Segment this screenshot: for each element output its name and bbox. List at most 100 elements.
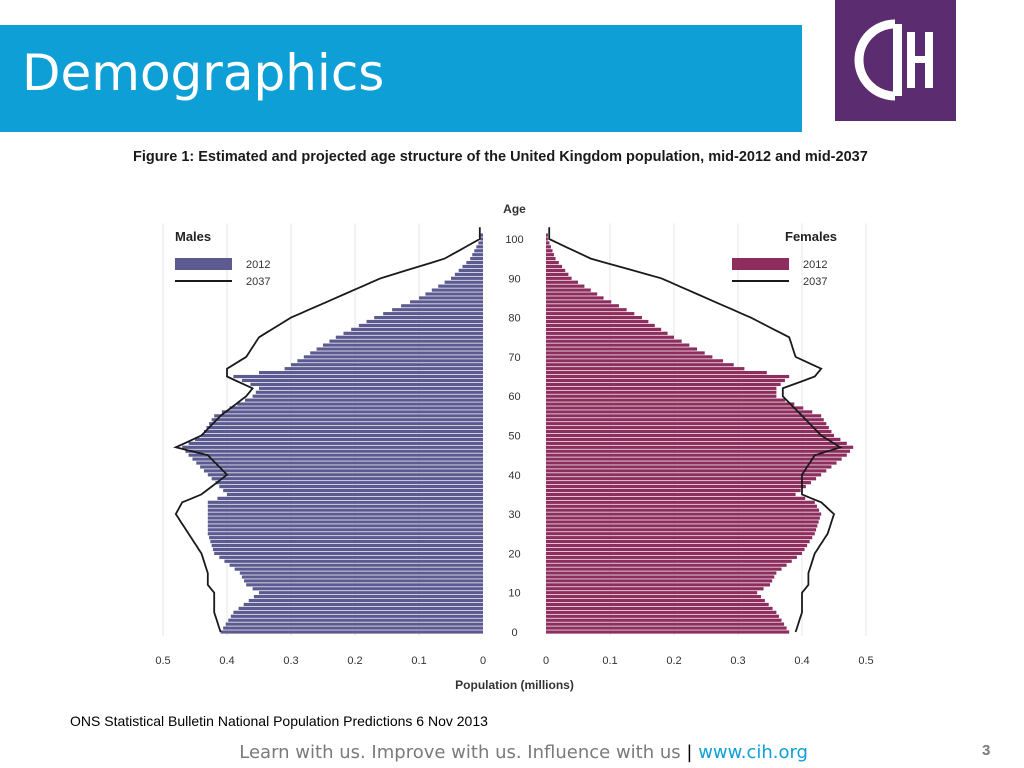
female-bar [546, 245, 551, 249]
male-bar [207, 528, 484, 532]
legend-label: 2012 [803, 259, 827, 271]
female-bar [546, 496, 806, 500]
male-bar [233, 374, 483, 379]
source-note: ONS Statistical Bulletin National Popula… [70, 713, 488, 729]
legend-label: 2037 [803, 276, 827, 288]
male-bar [480, 237, 483, 241]
male-bar [259, 386, 483, 390]
male-bar [228, 618, 483, 622]
female-bar [546, 327, 662, 332]
female-bar [546, 355, 713, 359]
age-tick-label: 40 [508, 470, 520, 482]
male-bar [241, 378, 483, 383]
female-bar [546, 591, 758, 595]
male-bar [472, 253, 483, 257]
female-bar [546, 618, 782, 622]
female-bar [546, 308, 627, 312]
x-tick-label: 0.1 [602, 655, 617, 667]
footer-separator: | [686, 742, 693, 763]
male-bar [454, 272, 483, 276]
male-bar [209, 422, 483, 426]
female-bar [546, 453, 847, 457]
male-bar [211, 543, 483, 548]
female-bar [546, 386, 777, 390]
x-tick-label: 0.5 [858, 655, 873, 667]
title-bar [0, 25, 802, 132]
male-bar [458, 268, 483, 273]
male-bar [470, 257, 483, 261]
male-bar [335, 335, 483, 339]
female-bar [546, 315, 642, 320]
male-bar [238, 606, 483, 611]
female-bar [546, 587, 764, 591]
female-bar [546, 351, 705, 355]
male-bar [323, 343, 483, 347]
female-bar [546, 319, 649, 324]
female-bar [546, 598, 765, 603]
age-tick-label: 0 [511, 627, 517, 639]
male-bar [284, 367, 483, 371]
male-bar [401, 304, 483, 308]
female-bar [546, 484, 806, 489]
male-bar [207, 516, 484, 520]
female-bar [546, 614, 779, 618]
male-bar [431, 288, 483, 292]
female-bar [546, 378, 785, 383]
male-bar [230, 614, 483, 618]
male-bar [358, 323, 483, 328]
female-bar [546, 394, 777, 398]
male-bar [392, 308, 483, 312]
footer-tagline: Learn with us. Improve with us. Influenc… [239, 742, 681, 763]
female-bar [546, 426, 829, 430]
x-tick-label: 0.5 [155, 655, 170, 667]
female-bar [546, 622, 785, 626]
female-bar [546, 457, 842, 461]
female-bar [546, 264, 562, 269]
female-bar [546, 567, 782, 571]
male-bar [253, 595, 483, 599]
male-bar [207, 504, 484, 508]
female-bar [546, 547, 805, 552]
female-bar [546, 300, 612, 304]
female-bar [546, 260, 559, 265]
female-bar [546, 241, 550, 245]
male-bar [310, 351, 483, 355]
female-bar [546, 390, 777, 394]
male-bar [207, 508, 484, 512]
age-tick-label: 80 [508, 313, 520, 325]
male-bar [343, 331, 483, 335]
male-bar [297, 359, 483, 363]
male-bar [474, 249, 483, 253]
x-tick-label: 0.4 [794, 655, 809, 667]
legend-swatch-2012 [732, 258, 789, 270]
male-bar [219, 555, 483, 559]
footer-url-link[interactable]: www.cih.org [698, 742, 808, 763]
female-bar [546, 398, 786, 402]
male-bar [366, 319, 483, 324]
male-bar [462, 264, 483, 269]
male-bar [201, 433, 483, 438]
female-bar [546, 237, 548, 241]
male-bar [234, 567, 483, 571]
male-bar [329, 339, 483, 343]
male-bar [211, 418, 483, 422]
x-tick-label: 0 [543, 655, 549, 667]
female-bar [546, 571, 777, 575]
female-bar [546, 312, 635, 316]
male-bar [223, 626, 483, 630]
male-bar [212, 547, 484, 552]
male-bar [214, 551, 483, 556]
male-bar [316, 347, 483, 351]
legend-title: Males [175, 229, 211, 244]
female-2037-line [548, 227, 843, 633]
female-bar [546, 563, 787, 567]
female-bar [546, 481, 811, 485]
male-bar [419, 296, 483, 300]
male-bar [200, 465, 483, 469]
footer: Learn with us. Improve with us. Influenc… [0, 742, 808, 763]
male-bar [207, 512, 484, 516]
female-bar [546, 433, 834, 438]
female-bar [546, 461, 837, 465]
male-bar [291, 363, 483, 367]
male-bar [207, 500, 484, 504]
